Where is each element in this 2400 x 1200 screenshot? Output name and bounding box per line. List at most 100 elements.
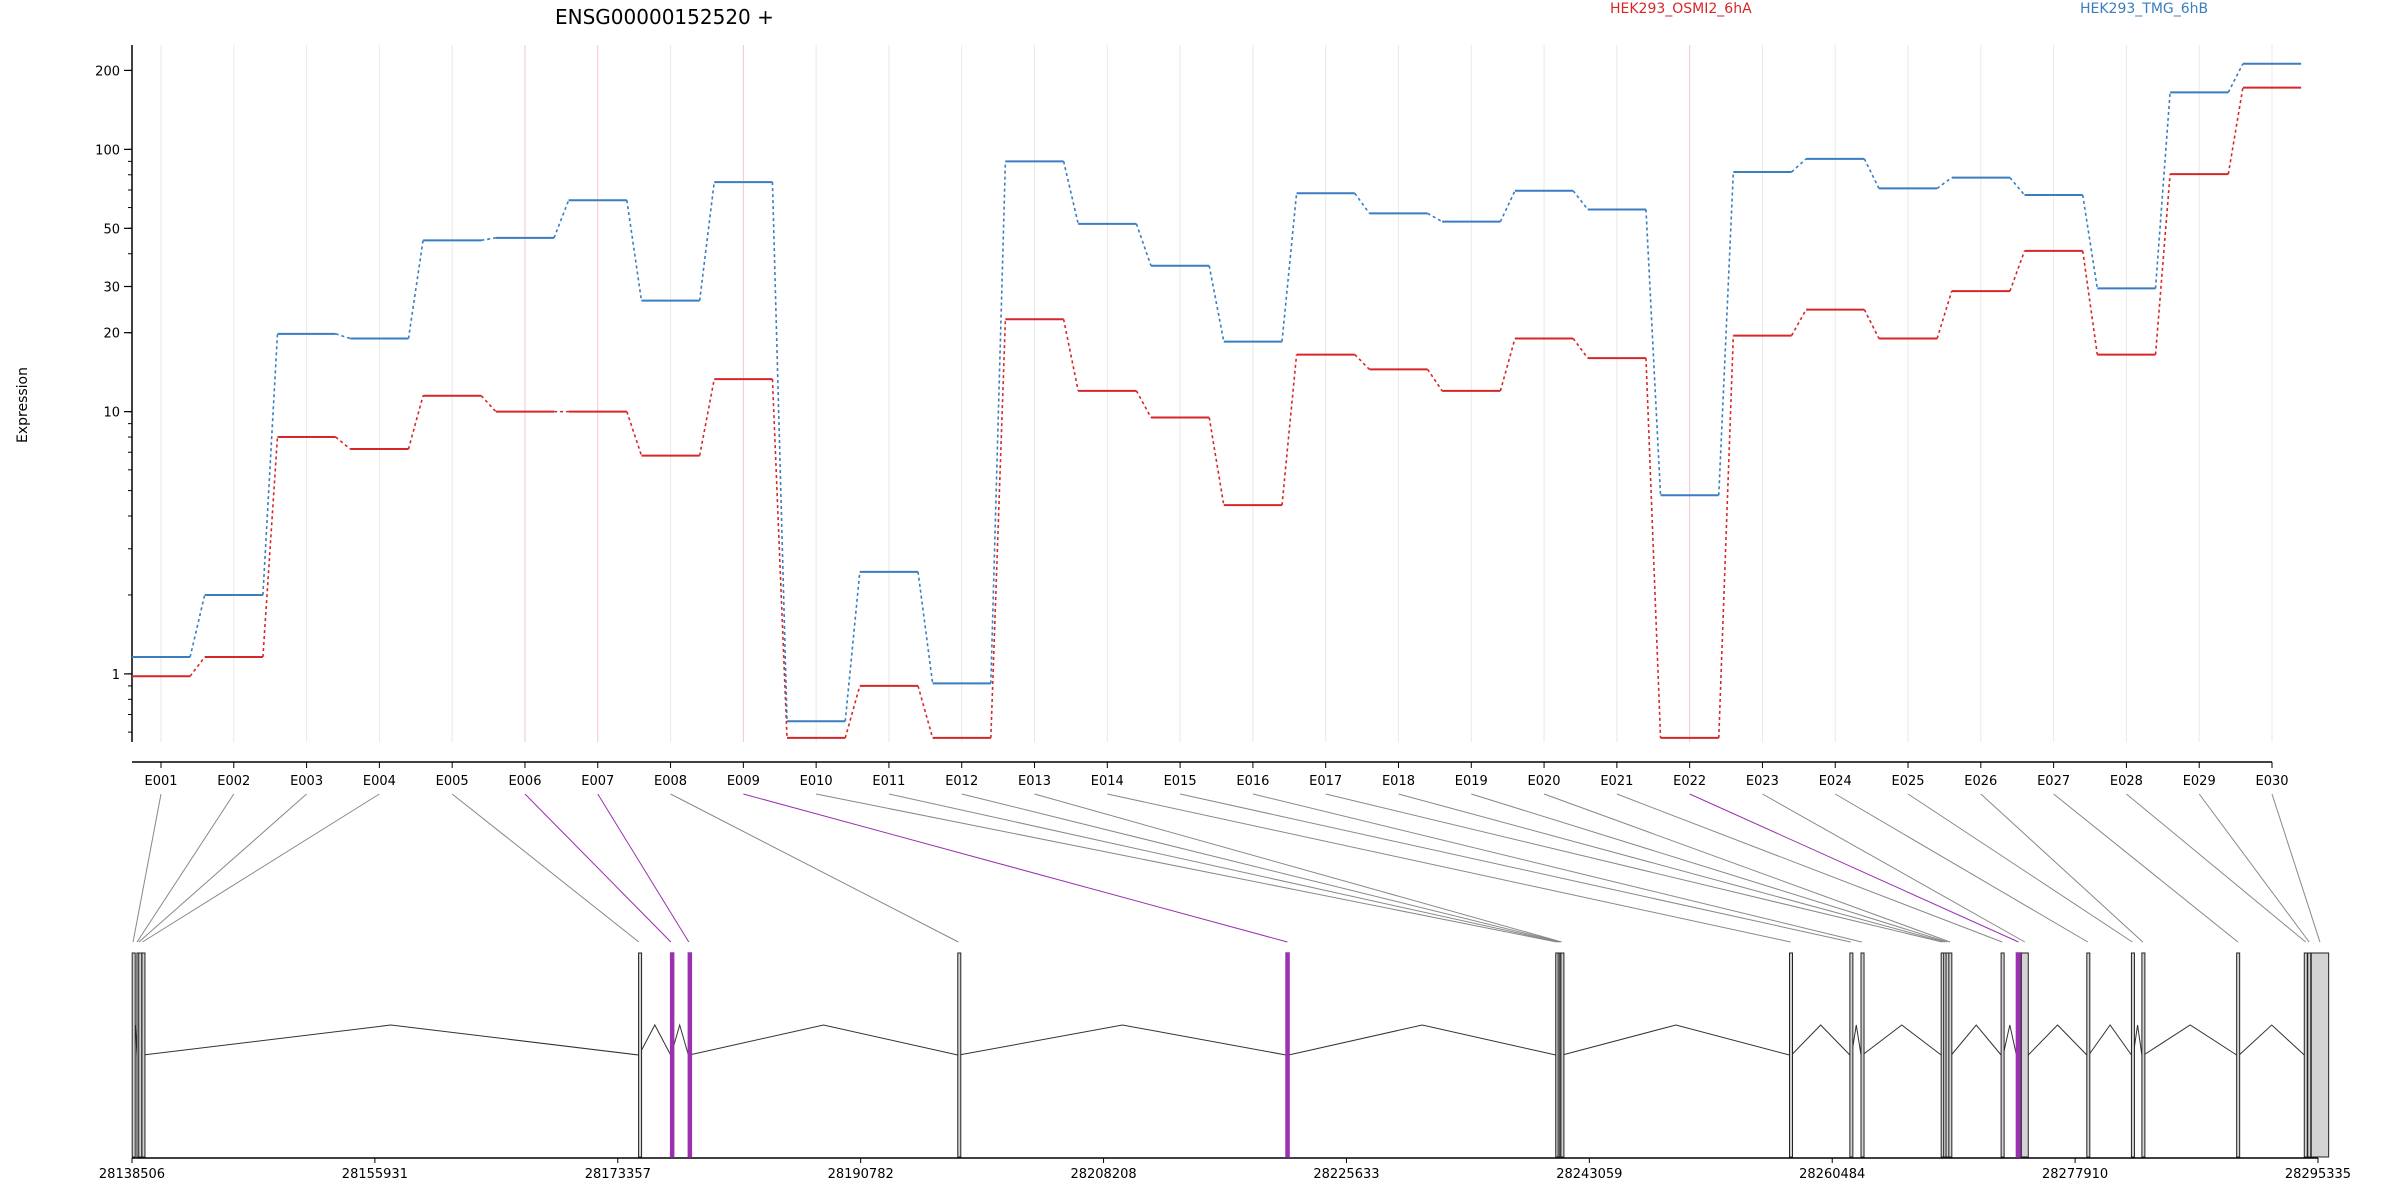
intron [638,1023,672,1056]
exon-block-E004 [141,952,146,1158]
intron [2143,1024,2237,1056]
series-1-link [1062,319,1079,392]
series-1-link [844,685,861,739]
genomic-tick-label: 28138506 [99,1167,165,1182]
x-tick-label-E030: E030 [2255,774,2288,789]
series-2-link [626,200,643,301]
x-tick-label-E008: E008 [654,774,687,789]
series-1-link [1936,290,1953,339]
x-tick-label-E018: E018 [1382,774,1415,789]
series-1-link [1208,417,1225,506]
connector-E019 [1471,793,1948,943]
x-tick-label-E006: E006 [508,774,541,789]
connector-E014 [1107,793,1791,943]
series-2-link [1499,190,1516,223]
connector-E007 [597,793,690,943]
genomic-tick-label: 28155931 [342,1167,408,1182]
series-2-link [1863,158,1880,189]
exon-block-E006 [669,952,675,1158]
connector-E021 [1616,793,2003,943]
exon-block-E001 [131,952,136,1158]
series-2-link [407,240,424,339]
chart-title: ENSG00000152520 + [555,5,774,29]
connector-E024 [1834,793,2089,943]
series-2-link [1062,161,1079,225]
exon-connectors [132,793,2321,943]
exon-block-E024 [2086,952,2091,1158]
genomic-tick-label: 28243059 [1556,1167,1622,1182]
series-1-link [480,395,497,413]
series-1-link [1426,368,1443,392]
genomic-tick-label: 28173357 [585,1167,651,1182]
exon-block-E015 [1849,952,1854,1158]
y-tick-label: 1 [112,668,120,683]
series-1-link [262,436,279,658]
x-tick-label-E019: E019 [1455,774,1488,789]
exon-block-E003 [138,952,143,1158]
series-1-link [1717,335,1735,738]
series-2-link [1645,209,1662,496]
series-lines [131,62,2302,739]
intron [2002,1024,2017,1056]
series-1-link [1135,390,1152,418]
x-tick-label-E023: E023 [1746,774,1779,789]
connector-E009 [743,793,1288,943]
exon-block-E021 [2000,952,2005,1158]
x-tick-label-E028: E028 [2110,774,2143,789]
genomic-tick-label: 28190782 [828,1167,894,1182]
series-1-link [917,685,934,739]
series-2-link [1427,212,1443,223]
exon-block-E013 [1560,952,1565,1158]
connector-E028 [2126,793,2306,943]
y-tick-label: 200 [95,64,120,79]
series-2-link [2154,92,2171,289]
series-1-link [1790,309,1807,336]
series-1-link [2009,250,2026,292]
connector-E006 [524,793,672,943]
intron [1950,1024,2002,1056]
series-1-link [2081,250,2099,355]
y-tick-label: 10 [103,406,120,421]
exon-block-E027 [2236,952,2241,1158]
series-1-link [2154,174,2171,355]
intron [2027,1024,2088,1056]
x-tick-label-E003: E003 [290,774,323,789]
connector-E027 [2053,793,2239,943]
series-1-link [771,379,788,738]
connector-E001 [132,793,162,943]
x-tick-label-E021: E021 [1600,774,1633,789]
connector-E016 [1252,793,1862,943]
series-1-link [1499,338,1516,392]
intron [143,1024,639,1056]
y-axis-label: Expression [15,367,31,443]
series-1-link [990,319,1007,738]
series-2-link [1281,193,1298,342]
series-2-link [1208,265,1225,342]
x-tick-label-E014: E014 [1091,774,1124,789]
series-1-link [1281,354,1298,506]
connector-E003 [138,793,307,943]
x-tick-label-E002: E002 [217,774,250,789]
connector-E022 [1689,793,2019,943]
connector-E010 [816,793,1557,943]
y-tick-label: 30 [103,281,120,296]
series-2-link [2227,63,2244,93]
genomic-tick-label: 28208208 [1070,1167,1136,1182]
connector-E030 [2271,793,2321,943]
x-tick-label-E016: E016 [1236,774,1269,789]
x-tick-label-E024: E024 [1819,774,1852,789]
connector-E018 [1398,793,1945,943]
intron [958,1024,1287,1056]
intron [2238,1024,2305,1056]
x-tick-label-E026: E026 [1964,774,1997,789]
x-tick-label-E001: E001 [144,774,177,789]
x-tick-label-E029: E029 [2183,774,2216,789]
series-1-link [407,395,424,450]
series-2-link [481,237,496,242]
series-2-link [698,182,716,301]
series-2-link [553,199,570,239]
connector-E011 [888,793,1560,943]
y-tick-label: 50 [103,222,120,237]
